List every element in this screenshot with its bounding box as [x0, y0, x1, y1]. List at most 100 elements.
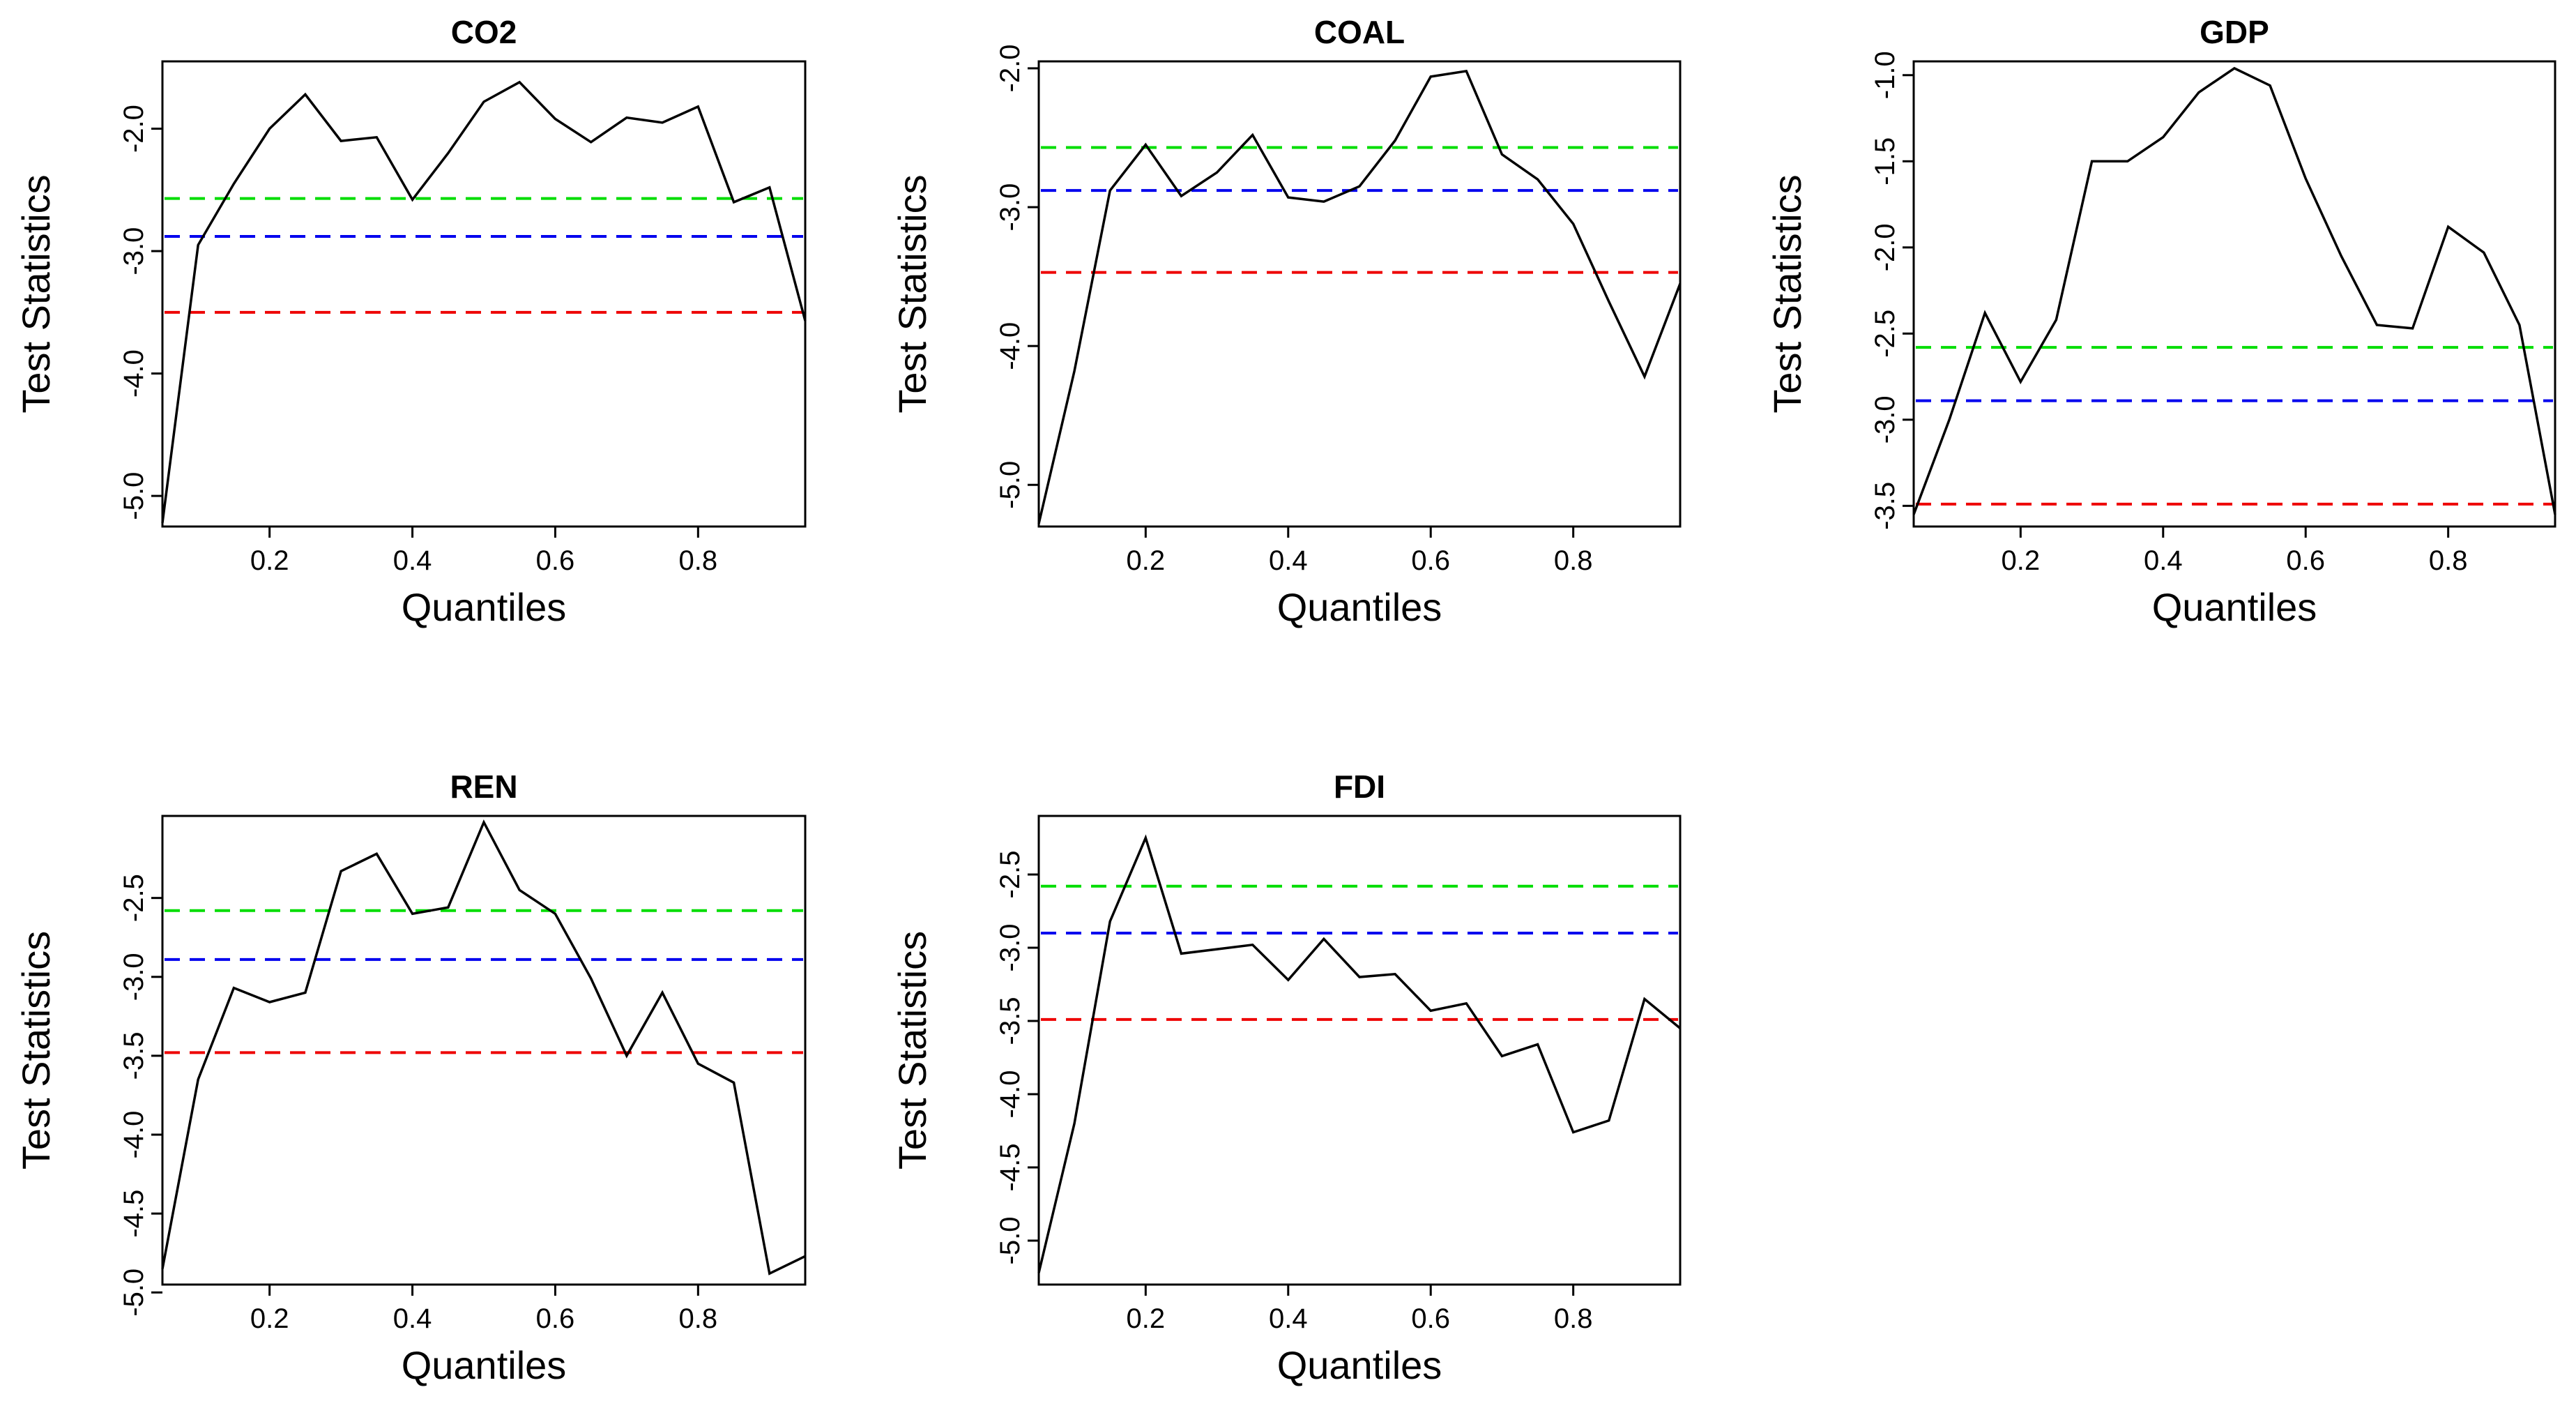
- data-point: [1679, 1027, 1682, 1030]
- y-tick-label: -3.0: [1870, 395, 1900, 444]
- data-point: [1465, 1002, 1468, 1005]
- data-point: [2340, 255, 2342, 257]
- y-tick-label: -4.5: [995, 1144, 1026, 1192]
- data-point: [661, 121, 664, 124]
- y-tick-label: -5.0: [119, 1269, 149, 1317]
- data-point: [1180, 952, 1182, 955]
- x-tick-label: 0.6: [1411, 545, 1450, 576]
- panel-fdi: FDI 0.2 0.4 0.6 0.8 -5.0 -4.5 -4.0 -3.5 -3.0 -2.5 Q…: [890, 769, 1682, 1387]
- x-tick-label: 0.8: [1554, 1303, 1593, 1334]
- data-point: [1251, 134, 1254, 137]
- data-point: [2091, 160, 2094, 162]
- y-tick-label: -1.0: [1870, 51, 1900, 99]
- data-point: [304, 991, 307, 994]
- panel-title: FDI: [1334, 769, 1385, 805]
- data-point: [1608, 1119, 1610, 1122]
- data-point: [482, 821, 485, 824]
- y-tick-label: -2.0: [995, 44, 1026, 92]
- x-tick-label: 0.8: [679, 1303, 718, 1334]
- data-point: [1287, 196, 1290, 199]
- data-point: [1572, 222, 1575, 225]
- data-point: [518, 81, 521, 84]
- y-axis-label: Test Statistics: [14, 931, 58, 1169]
- data-point: [1216, 171, 1219, 174]
- y-tick-label: -3.5: [1870, 482, 1900, 530]
- data-point: [411, 198, 414, 201]
- data-point: [590, 977, 593, 980]
- data-point: [1073, 370, 1076, 372]
- data-point: [625, 1054, 628, 1057]
- data-point: [2019, 380, 2022, 383]
- series-line-gdp: [1912, 66, 2556, 515]
- y-tick-label: -2.5: [119, 874, 149, 922]
- x-tick-label: 0.2: [1127, 1303, 1166, 1334]
- data-point: [1073, 1122, 1076, 1125]
- data-point: [375, 852, 378, 855]
- data-point: [1500, 153, 1503, 156]
- data-point: [2197, 91, 2200, 93]
- x-tick-label: 0.4: [1269, 545, 1308, 576]
- panel-coal: COAL 0.2 0.4 0.6 0.8 -5.0 -4.0 -3.0 -2.0 Quantile…: [890, 14, 1682, 629]
- data-point: [2554, 513, 2556, 516]
- x-tick-label: 0.8: [1554, 545, 1593, 576]
- data-point: [1983, 312, 1986, 315]
- data-point: [768, 186, 771, 189]
- data-point: [340, 139, 342, 142]
- x-tick-label: 0.2: [1127, 545, 1166, 576]
- data-point: [447, 152, 450, 155]
- y-tick-label: -5.0: [995, 1217, 1026, 1265]
- y-tick-label: -3.0: [119, 227, 149, 275]
- y-tick-label: -5.0: [119, 472, 149, 520]
- data-point: [232, 987, 235, 990]
- x-tick-label: 0.6: [536, 1303, 575, 1334]
- y-tick-label: -3.5: [119, 1031, 149, 1080]
- y-tick-label: -1.5: [1870, 137, 1900, 186]
- y-tick-label: -3.0: [119, 953, 149, 1001]
- x-tick-label: 0.6: [536, 545, 575, 576]
- data-point: [1608, 300, 1610, 303]
- data-point: [161, 522, 164, 524]
- series-line-co2: [161, 80, 807, 523]
- panel-title: CO2: [451, 14, 517, 50]
- panel-title: COAL: [1314, 14, 1405, 50]
- series-line-ren: [161, 819, 806, 1275]
- data-point: [197, 1078, 199, 1081]
- data-point: [1323, 200, 1325, 203]
- y-tick-label: -4.0: [995, 1070, 1026, 1119]
- data-point: [2447, 225, 2450, 228]
- data-point: [2411, 327, 2414, 330]
- data-point: [1500, 1054, 1503, 1057]
- y-tick-label: -4.0: [119, 1111, 149, 1159]
- data-point: [518, 888, 521, 891]
- data-point: [1465, 70, 1468, 73]
- plot-frame: [1912, 60, 2556, 528]
- data-point: [1037, 1271, 1040, 1274]
- data-point: [1358, 185, 1361, 188]
- series-line-coal: [1037, 69, 1682, 524]
- data-point: [197, 243, 199, 246]
- y-axis-label: Test Statistics: [14, 174, 58, 413]
- y-axis-label: Test Statistics: [1765, 174, 1809, 413]
- data-point: [2518, 324, 2521, 326]
- data-point: [2269, 84, 2271, 87]
- data-point: [1144, 143, 1147, 146]
- data-point: [2304, 177, 2307, 180]
- data-point: [661, 991, 664, 994]
- x-tick-label: 0.2: [2002, 545, 2041, 576]
- y-tick-label: -3.5: [995, 997, 1026, 1045]
- data-point: [1912, 513, 1915, 516]
- data-point: [1108, 920, 1111, 923]
- y-tick-label: -3.0: [995, 183, 1026, 232]
- x-axis-label: Quantiles: [1277, 585, 1442, 629]
- data-point: [268, 128, 271, 130]
- x-tick-label: 0.2: [250, 1303, 289, 1334]
- data-point: [1323, 937, 1325, 940]
- x-tick-label: 0.4: [2144, 545, 2183, 576]
- data-point: [2375, 324, 2378, 326]
- data-point: [1537, 178, 1539, 181]
- data-point: [1216, 948, 1219, 951]
- data-point: [554, 912, 556, 915]
- data-point: [1180, 195, 1182, 197]
- data-point: [696, 1062, 699, 1065]
- y-tick-label: -2.0: [1870, 223, 1900, 271]
